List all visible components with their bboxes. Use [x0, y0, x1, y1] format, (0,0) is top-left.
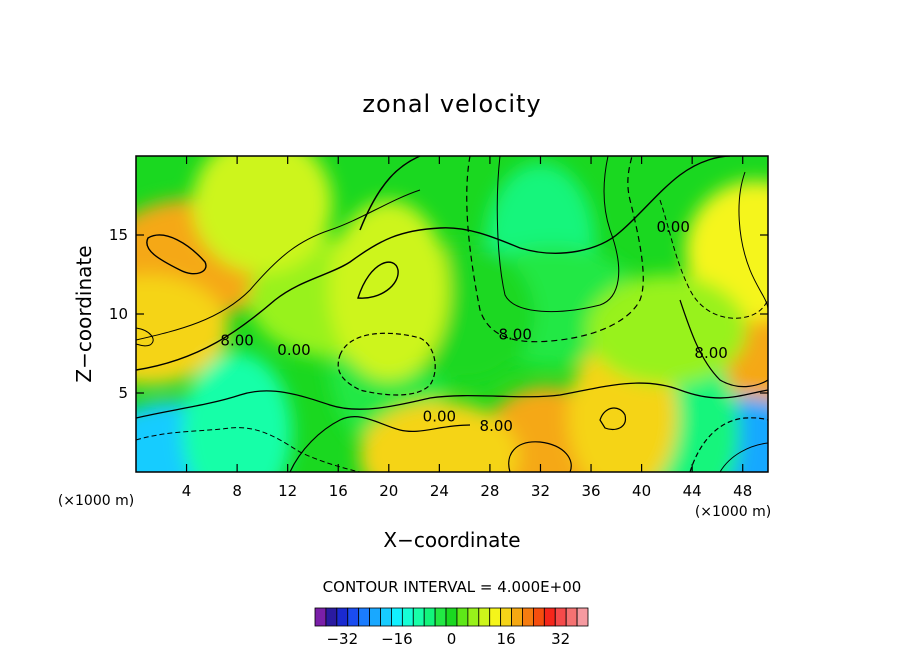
colorbar-swatch — [401, 607, 414, 627]
x-tick-label: 12 — [278, 482, 297, 500]
colorbar-swatch — [576, 607, 589, 627]
colorbar-swatch — [380, 607, 392, 627]
colorbar-tick-labels: −32 −16 0 16 32 — [326, 630, 570, 648]
x-tick-label: 8 — [232, 482, 242, 500]
contour-label: 8.00 — [220, 332, 253, 350]
contour-line — [689, 417, 768, 472]
contour-label: 8.00 — [694, 344, 727, 362]
contour-line — [719, 442, 768, 472]
x-unit-right: (×1000 m) — [695, 504, 771, 520]
field-region — [586, 274, 747, 385]
colorbar-swatch — [412, 607, 425, 627]
x-tick-label: 36 — [581, 482, 600, 500]
contour-interval-label: CONTOUR INTERVAL = 4.000E+00 — [323, 578, 582, 596]
y-axis-ticks: 5 10 15 — [109, 226, 768, 402]
colorbar-tick-label: −32 — [326, 630, 358, 648]
field-region — [328, 200, 449, 381]
colorbar-swatch — [500, 607, 512, 627]
contour-line — [136, 327, 154, 347]
colorbar-swatch — [489, 607, 502, 627]
colorbar-swatch — [456, 607, 469, 627]
colorbar-tick-label: 0 — [447, 630, 457, 648]
colorbar-swatch — [391, 607, 403, 627]
x-tick-label: 48 — [733, 482, 752, 500]
y-tick-label: 5 — [118, 384, 128, 402]
field-region — [136, 274, 229, 385]
colorbar-swatch — [511, 607, 523, 627]
colorbar-swatch — [434, 607, 447, 627]
x-tick-label: 32 — [531, 482, 550, 500]
colorbar-swatch — [369, 607, 381, 627]
colorbar-swatch — [336, 607, 349, 627]
contour-line — [136, 189, 421, 341]
x-tick-label: 28 — [480, 482, 499, 500]
colorbar-swatch — [314, 607, 327, 627]
colorbar-swatch — [554, 607, 567, 627]
colorbar-tick-label: 16 — [497, 630, 516, 648]
plot-area — [136, 156, 768, 472]
contour-labels: 8.00 0.00 8.00 0.00 8.00 0.00 8.00 — [220, 218, 727, 435]
colorbar-tick-label: 32 — [551, 630, 570, 648]
colorbar-swatch — [522, 607, 534, 627]
contour-line — [136, 156, 731, 371]
y-tick-label: 15 — [109, 226, 128, 244]
contour-line — [466, 156, 644, 343]
velocity-field — [136, 156, 768, 472]
colorbar-swatch — [445, 607, 458, 627]
x-tick-label: 24 — [430, 482, 449, 500]
contour-label: 0.00 — [423, 407, 456, 425]
colorbar-tick-label: −16 — [381, 630, 413, 648]
contour-line — [496, 156, 620, 312]
colorbar-swatch — [325, 607, 338, 627]
contour-label: 8.00 — [498, 325, 531, 343]
contour-label: 0.00 — [277, 341, 310, 359]
x-tick-label: 20 — [379, 482, 398, 500]
contour-line — [136, 427, 361, 472]
contour-line — [337, 332, 436, 396]
chart-title: zonal velocity — [362, 90, 541, 118]
contour-label: 8.00 — [480, 417, 513, 435]
colorbar-swatch — [423, 607, 436, 627]
colorbar-swatch — [347, 607, 360, 627]
contour-line — [599, 407, 627, 431]
x-axis-ticks: 4 8 12 16 20 24 28 32 36 40 44 48 — [182, 156, 752, 500]
contour-line — [289, 416, 471, 472]
x-tick-label: 44 — [683, 482, 702, 500]
y-tick-label: 10 — [109, 305, 128, 323]
contour-line — [738, 171, 768, 311]
contour-lines — [136, 156, 768, 472]
contour-line — [146, 234, 207, 275]
x-tick-label: 40 — [632, 482, 651, 500]
contour-line — [136, 382, 768, 419]
colorbar-swatch — [543, 607, 556, 627]
field-region — [192, 156, 333, 274]
colorbar-swatch — [533, 607, 545, 627]
y-axis-label: Z−coordinate — [72, 245, 96, 382]
colorbar — [314, 607, 589, 627]
contour-line — [357, 261, 399, 299]
contour-line — [359, 156, 421, 231]
colorbar-swatch — [478, 607, 491, 627]
contour-label: 0.00 — [656, 218, 689, 236]
contour-line — [508, 441, 572, 472]
x-axis-label: X−coordinate — [383, 528, 520, 552]
x-tick-label: 16 — [329, 482, 348, 500]
contour-line — [679, 299, 768, 388]
x-unit-left: (×1000 m) — [58, 493, 134, 509]
colorbar-swatch — [358, 607, 370, 627]
field-region — [182, 352, 293, 472]
colorbar-swatch — [565, 607, 578, 627]
x-tick-label: 4 — [182, 482, 192, 500]
field-region — [359, 401, 520, 472]
contour-line — [659, 199, 768, 319]
colorbar-swatch — [467, 607, 480, 627]
